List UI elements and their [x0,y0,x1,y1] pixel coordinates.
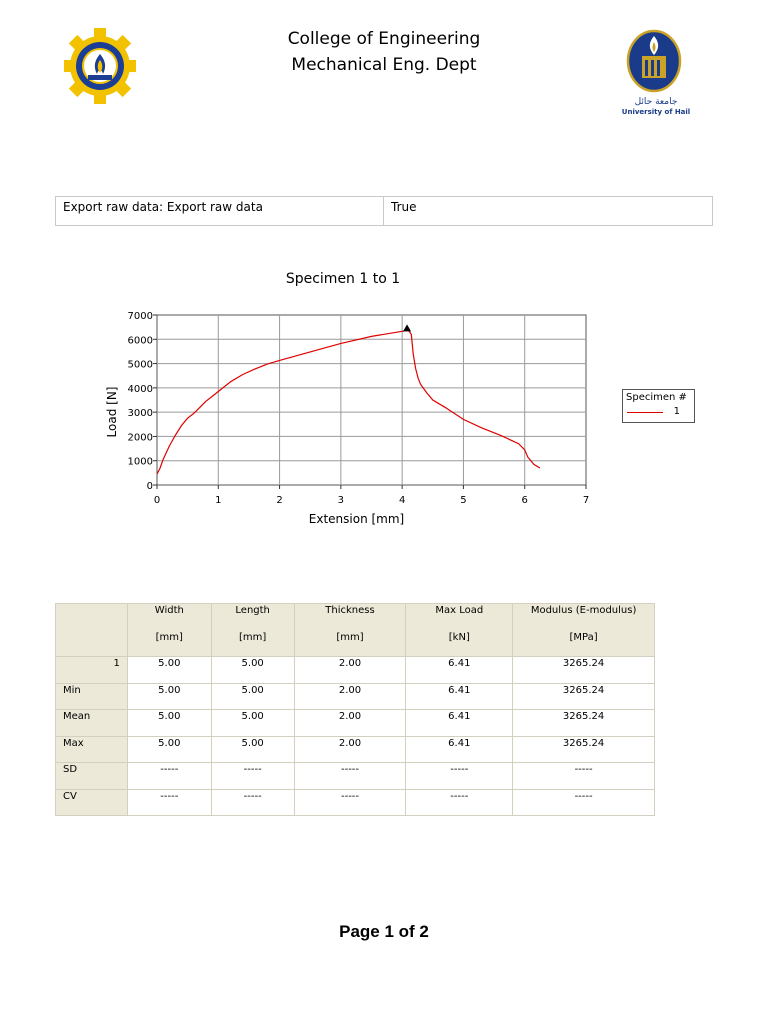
table-cell: 5.00 [126,682,212,710]
x-tick-label: 2 [276,495,282,506]
x-tick-label: 6 [522,495,528,506]
column-header-name: Max Load [405,603,514,631]
peak-marker [403,324,412,332]
x-tick-label: 7 [583,495,589,506]
table-cell: ----- [512,788,655,816]
table-cell: 2.00 [293,709,407,737]
table-cell: 6.41 [405,709,514,737]
table-cell: 5.00 [210,656,295,684]
table-cell: 5.00 [210,682,295,710]
table-cell: 2.00 [293,682,407,710]
table-cell: ----- [293,762,407,790]
row-label-cell: SD [55,762,128,790]
table-cell: 5.00 [210,735,295,763]
row-label-cell: Mean [55,709,128,737]
table-cell: ----- [126,762,212,790]
row-label-cell: Min [55,682,128,710]
table-cell: 5.00 [126,709,212,737]
column-header-unit: [MPa] [512,630,655,657]
table-cell: ----- [405,762,514,790]
x-tick-label: 5 [460,495,466,506]
table-cell: 5.00 [210,709,295,737]
table-cell: 2.00 [293,656,407,684]
table-row: CV ----- ----- ----- ----- ----- [55,788,655,816]
logo-english-text: University of Hail [622,108,690,116]
y-tick-label: 6000 [128,335,153,346]
export-info-table: Export raw data: Export raw data True [55,196,713,226]
table-cell: 3265.24 [512,656,655,684]
legend-series-label: 1 [673,406,680,417]
y-tick-label: 2000 [128,432,153,443]
header-college-title: College of Engineering [287,29,481,49]
column-header-name: Thickness [293,603,407,631]
column-header-name: Width [126,603,212,631]
table-cell: 6.41 [405,656,514,684]
table-cell: ----- [405,788,514,816]
column-header-unit: [mm] [293,630,407,657]
table-cell: 3265.24 [512,682,655,710]
table-cell: 3265.24 [512,709,655,737]
table-cell: 5.00 [126,735,212,763]
table-cell: 6.41 [405,682,514,710]
table-cell: 3265.24 [512,735,655,763]
chart-title: Specimen 1 to 1 [285,271,401,287]
y-tick-label: 3000 [128,408,153,419]
table-cell: 5.00 [126,656,212,684]
column-header-unit: [mm] [126,630,212,657]
x-axis-label: Extension [mm] [309,512,404,526]
export-value-cell: True [391,200,417,214]
table-cell: ----- [512,762,655,790]
logo-arabic-text: جامعة حائل [635,97,678,107]
table-cell: 2.00 [293,735,407,763]
y-tick-label: 0 [147,481,153,492]
column-header-unit: [mm] [210,630,295,657]
column-header-name: Modulus (E-modulus) [512,603,655,631]
column-header-name: Length [210,603,295,631]
y-tick-label: 1000 [128,457,153,468]
table-cell: ----- [293,788,407,816]
load-extension-chart: 0 1 2 3 4 5 6 7 0 1000 2000 3000 4000 5000 6000 7000 Ext… [105,311,589,526]
y-tick-label: 7000 [128,311,153,322]
page-number: Page 1 of 2 [339,922,429,941]
table-cell: ----- [126,788,212,816]
table-row: Mean 5.00 5.00 2.00 6.41 3265.24 [55,709,655,737]
series-line-1 [156,329,541,475]
column-header-unit: [kN] [405,630,514,657]
y-tick-label: 5000 [128,360,153,371]
x-tick-label: 1 [215,495,221,506]
x-tick-label: 3 [338,495,344,506]
y-axis-label: Load [N] [105,387,119,438]
chart-legend: Specimen # 1 [622,389,695,423]
x-tick-label: 0 [154,495,160,506]
x-tick-label: 4 [399,495,405,506]
table-row: Min 5.00 5.00 2.00 6.41 3265.24 [55,682,655,710]
header-corner-cell-unit [55,630,128,657]
plot-area [156,314,587,486]
row-label-cell: Max [55,735,128,763]
table-cell: ----- [210,762,295,790]
legend-series-swatch [627,412,663,413]
row-label-cell: CV [55,788,128,816]
y-tick-label: 4000 [128,384,153,395]
table-row: 1 5.00 5.00 2.00 6.41 3265.24 [55,656,655,684]
row-label-cell: 1 [55,656,128,684]
table-cell: 6.41 [405,735,514,763]
results-table: Width Length Thickness Max Load Modulus (E-m… [55,603,655,816]
header-department-title: Mechanical Eng. Dept [291,55,477,75]
college-gear-logo [64,28,136,104]
header-corner-cell [55,603,128,631]
university-of-hail-logo: جامعة حائل University of Hail [622,29,690,116]
export-label-cell: Export raw data: Export raw data [56,197,384,225]
table-cell: ----- [210,788,295,816]
table-row: SD ----- ----- ----- ----- ----- [55,762,655,790]
table-row: Max 5.00 5.00 2.00 6.41 3265.24 [55,735,655,763]
legend-title: Specimen # [626,392,687,403]
